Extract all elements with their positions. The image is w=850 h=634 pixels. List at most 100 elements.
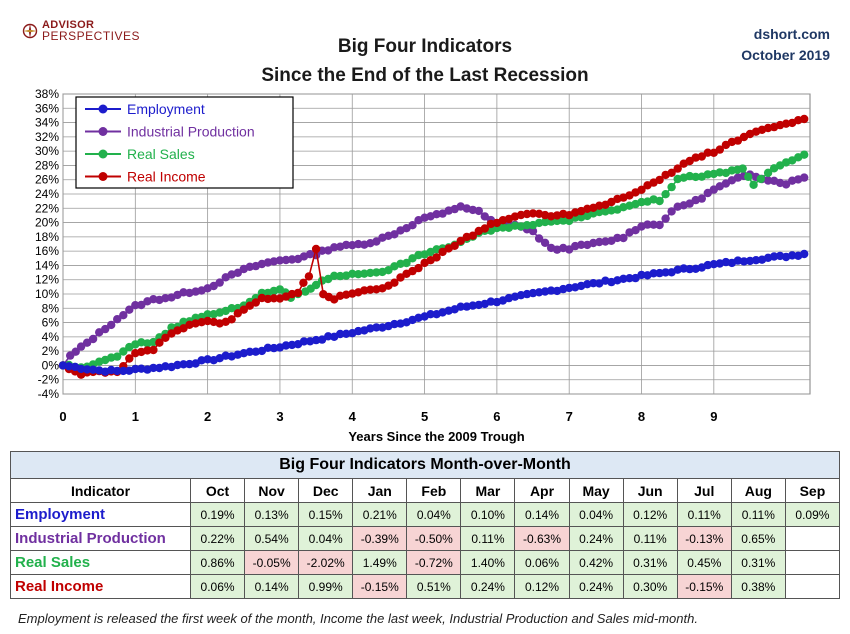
data-point xyxy=(781,180,791,189)
header-month-jan: Jan xyxy=(352,478,408,503)
data-point xyxy=(366,268,375,278)
data-point xyxy=(450,241,459,250)
data-point xyxy=(263,343,273,352)
data-point xyxy=(643,220,652,229)
data-point xyxy=(756,174,765,184)
row-label: Real Income xyxy=(10,574,191,599)
table-cell: -0.13% xyxy=(676,526,732,551)
data-point xyxy=(800,249,809,259)
table-cell: 0.15% xyxy=(298,502,354,527)
data-point xyxy=(673,164,682,173)
legend-marker xyxy=(98,127,108,136)
header-month-aug: Aug xyxy=(730,478,786,503)
data-point xyxy=(161,333,170,342)
data-point xyxy=(426,310,435,319)
data-point xyxy=(655,175,664,185)
data-point xyxy=(637,197,646,207)
table-cell: 0.24% xyxy=(568,526,624,551)
y-tick-label: 24% xyxy=(35,187,59,201)
table-cell: -2.02% xyxy=(298,550,354,575)
data-point xyxy=(372,237,381,246)
table-cell: 0.24% xyxy=(568,574,624,599)
data-point xyxy=(456,302,465,311)
table-cell: 0.45% xyxy=(676,550,732,575)
header-month-feb: Feb xyxy=(406,478,462,503)
y-tick-label: 34% xyxy=(35,116,59,130)
data-point xyxy=(251,347,260,356)
data-point xyxy=(703,148,712,157)
data-point xyxy=(342,240,351,250)
legend-marker xyxy=(98,104,108,114)
table-cell: 0.22% xyxy=(189,526,246,551)
table-cell: 0.24% xyxy=(460,574,516,599)
data-point xyxy=(179,360,188,369)
data-point xyxy=(667,182,676,192)
data-point xyxy=(739,257,749,266)
data-point xyxy=(577,240,586,249)
table-body: Employment 0.19% 0.13% 0.15% 0.21% 0.04% 0.10%… xyxy=(10,502,841,599)
data-point xyxy=(239,305,248,314)
table-cell xyxy=(784,550,841,575)
data-point xyxy=(113,352,122,361)
table-cell: 0.06% xyxy=(514,550,570,575)
data-point xyxy=(655,220,664,230)
data-point xyxy=(402,258,411,268)
data-point xyxy=(498,223,508,232)
data-point xyxy=(480,212,489,221)
y-tick-label: 16% xyxy=(35,244,59,258)
data-point xyxy=(486,297,496,306)
data-point xyxy=(408,221,417,230)
table-cell: 0.99% xyxy=(298,574,354,599)
table-cell: 0.10% xyxy=(460,502,516,527)
data-point xyxy=(293,288,303,298)
data-point xyxy=(751,256,761,265)
y-tick-label: 20% xyxy=(35,216,59,230)
data-point xyxy=(414,263,423,273)
data-point xyxy=(342,329,351,338)
table-cell: 0.51% xyxy=(406,574,462,599)
table-cell: 0.14% xyxy=(514,502,570,527)
data-point xyxy=(703,170,712,179)
data-point xyxy=(82,338,92,347)
data-point xyxy=(384,266,393,275)
table-cell: 0.31% xyxy=(730,550,786,575)
header-indicator: Indicator xyxy=(10,478,191,503)
y-tick-label: 18% xyxy=(35,230,59,244)
table-cell: 0.11% xyxy=(460,526,516,551)
source-block: dshort.com October 2019 xyxy=(741,24,830,66)
table-cell: 0.19% xyxy=(189,502,246,527)
data-point xyxy=(595,237,604,247)
data-point xyxy=(744,172,753,181)
data-point xyxy=(649,220,658,229)
data-point xyxy=(468,231,477,240)
data-point xyxy=(131,301,140,310)
data-point xyxy=(185,359,194,369)
data-point xyxy=(287,255,297,264)
y-tick-label: 38% xyxy=(35,87,59,101)
month-over-month-table: Big Four Indicators Month-over-Month Ind… xyxy=(10,451,841,599)
table-cell: 0.65% xyxy=(730,526,786,551)
table-cell: 0.13% xyxy=(244,502,300,527)
header-month-sep: Sep xyxy=(784,478,841,503)
data-point xyxy=(227,304,236,313)
data-point xyxy=(763,168,773,177)
x-tick-label: 4 xyxy=(349,409,357,424)
data-point xyxy=(625,274,634,283)
data-point xyxy=(233,268,242,277)
y-tick-label: 26% xyxy=(35,173,59,187)
data-point xyxy=(800,114,809,124)
data-point xyxy=(131,364,140,374)
x-tick-label: 6 xyxy=(493,409,500,424)
data-point xyxy=(324,332,333,341)
legend-label: Real Sales xyxy=(127,146,195,162)
y-tick-label: 12% xyxy=(35,273,59,287)
data-point xyxy=(119,366,128,376)
data-point xyxy=(697,152,706,161)
x-tick-label: 5 xyxy=(421,409,428,424)
x-tick-label: 9 xyxy=(710,409,717,424)
table-cell: -0.15% xyxy=(352,574,408,599)
table-cell: 0.06% xyxy=(189,574,246,599)
data-point xyxy=(311,280,321,290)
data-point xyxy=(589,279,598,288)
table-cell: -0.63% xyxy=(514,526,570,551)
